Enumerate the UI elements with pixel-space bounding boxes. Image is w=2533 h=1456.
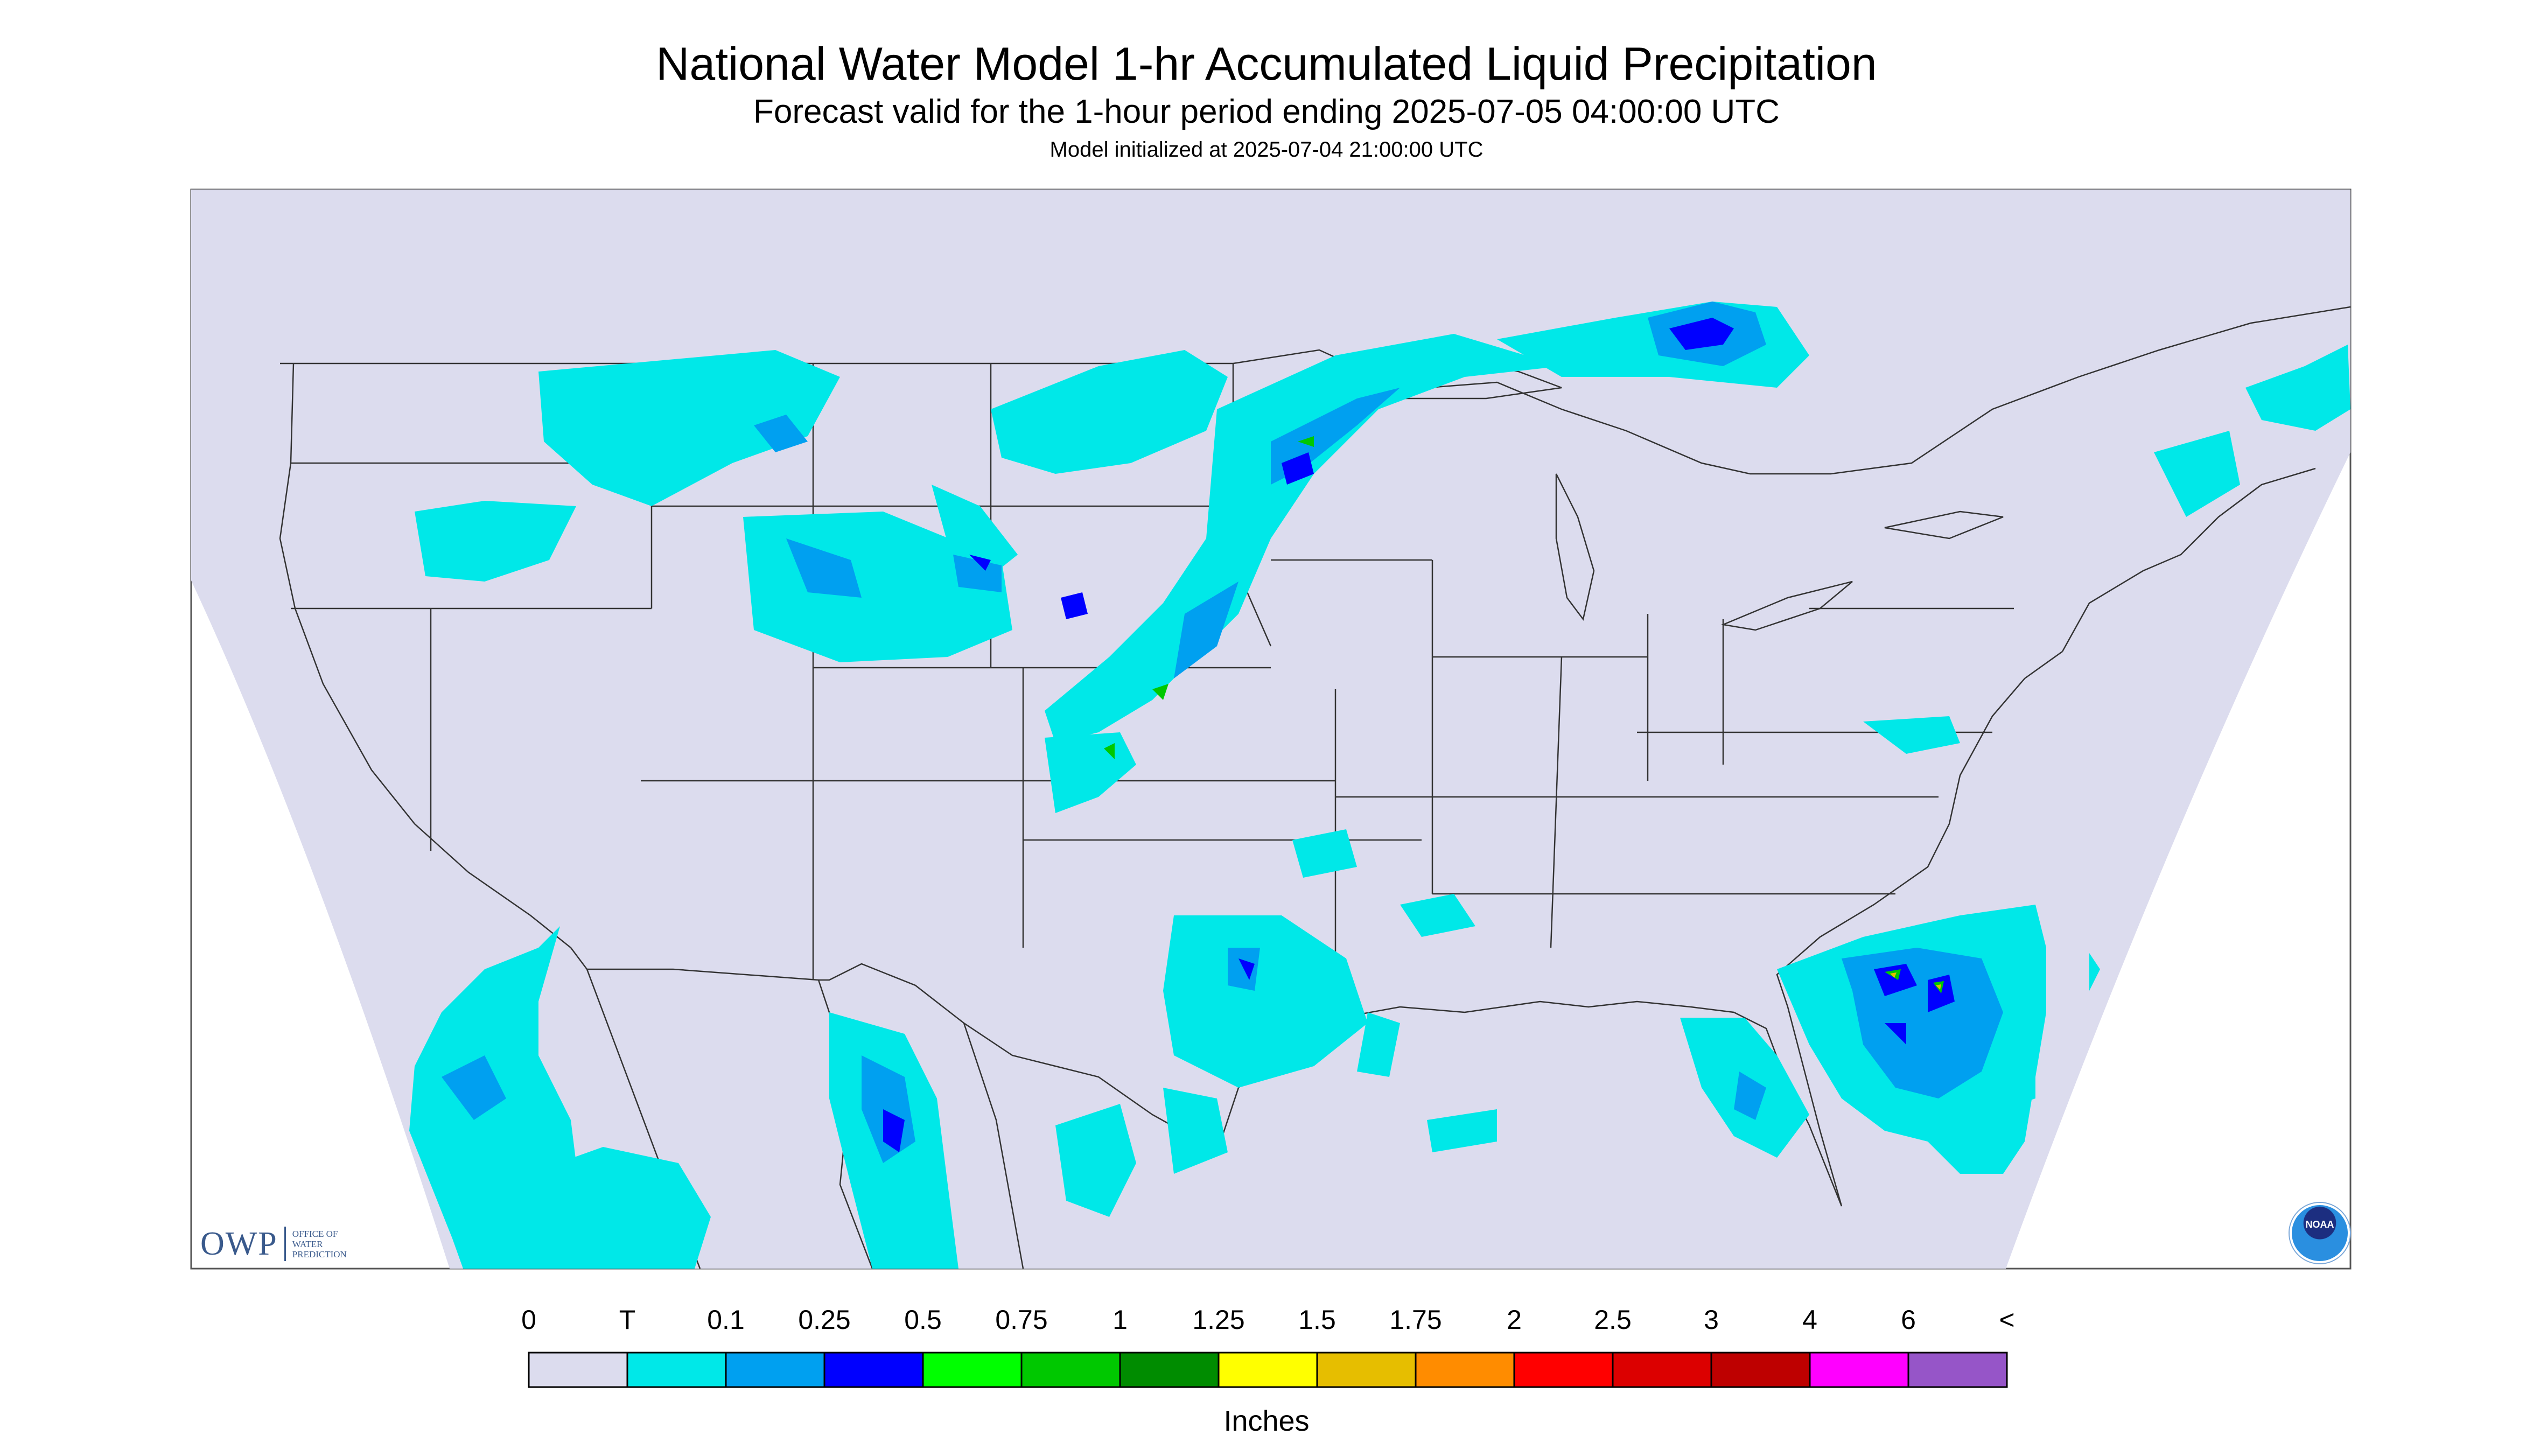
- legend-swatch: [1020, 1352, 1121, 1388]
- legend-tick-label: 3: [1704, 1305, 1719, 1335]
- precip-very-heavy: [1890, 972, 1941, 990]
- legend-tick-label: 2.5: [1594, 1305, 1632, 1335]
- legend-tick-label: 0.1: [707, 1305, 745, 1335]
- precip-moderate: [883, 318, 1955, 1152]
- legend-swatch: [1612, 1352, 1712, 1388]
- legend-labels: 0 T 0.1 0.25 0.5 0.75 1 1.25 1.5 1.75 2 2.5 3 4 6 <: [0, 1304, 2533, 1347]
- legend-swatch: [823, 1352, 924, 1388]
- legend-swatch: [922, 1352, 1023, 1388]
- noaa-logo-text: NOAA: [2305, 1219, 2334, 1230]
- legend-swatch: [626, 1352, 727, 1388]
- legend-tick-label: T: [619, 1305, 636, 1335]
- legend-color-bar: [528, 1352, 2008, 1388]
- legend-tick-label: 1.75: [1389, 1305, 1442, 1335]
- legend-swatch: [1119, 1352, 1220, 1388]
- legend-swatch: [1415, 1352, 1515, 1388]
- legend-tick-label: 6: [1901, 1305, 1916, 1335]
- owp-logo-text: OFFICE OF WATER PREDICTION: [292, 1228, 347, 1259]
- legend-tick-label: <: [1999, 1305, 2015, 1335]
- owp-logo-mark: OWP: [200, 1225, 278, 1262]
- legend-swatch: [1809, 1352, 1909, 1388]
- legend-units: Inches: [1223, 1405, 1310, 1437]
- legend-tick-label: 1.25: [1192, 1305, 1245, 1335]
- legend-swatch: [1316, 1352, 1417, 1388]
- legend-swatch: [528, 1352, 628, 1388]
- legend-tick-label: 1.5: [1298, 1305, 1336, 1335]
- legend-tick-label: 4: [1802, 1305, 1817, 1335]
- legend-swatch: [1217, 1352, 1318, 1388]
- map-title: National Water Model 1-hr Accumulated Li…: [656, 38, 1877, 90]
- legend-swatch: [725, 1352, 825, 1388]
- legend-tick-label: 2: [1507, 1305, 1522, 1335]
- model-init-line: Model initialized at 2025-07-04 21:00:00…: [1049, 138, 1484, 162]
- legend-tick-label: 0: [521, 1305, 536, 1335]
- owp-logo-divider: [284, 1227, 286, 1261]
- legend-tick-label: 0.25: [798, 1305, 851, 1335]
- legend-tick-label: 0.75: [995, 1305, 1048, 1335]
- legend-tick-label: 0.5: [904, 1305, 942, 1335]
- legend-tick-label: 1: [1112, 1305, 1128, 1335]
- noaa-logo: NOAA: [2290, 1203, 2350, 1263]
- legend-swatch: [1710, 1352, 1811, 1388]
- legend-swatch: [1907, 1352, 2008, 1388]
- map-subtitle: Forecast valid for the 1-hour period end…: [753, 93, 1780, 130]
- legend-swatch: [1513, 1352, 1614, 1388]
- owp-logo: OWP OFFICE OF WATER PREDICTION: [200, 1222, 347, 1265]
